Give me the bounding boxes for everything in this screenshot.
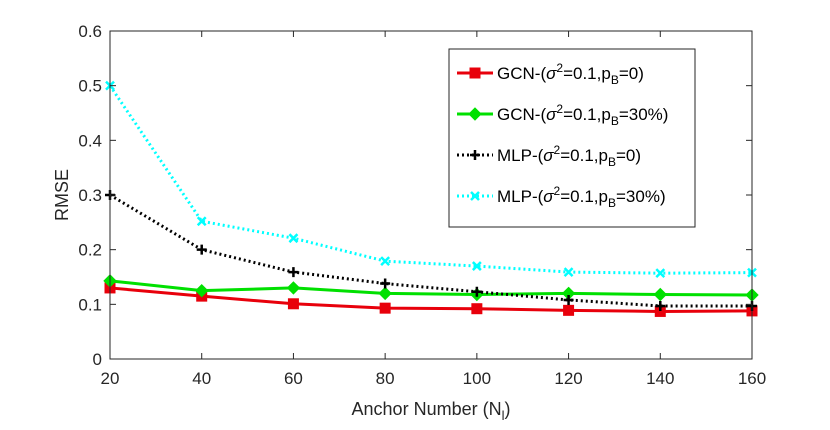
legend-label-mid: =0.1,p	[563, 105, 611, 124]
y-tick-label: 0.6	[78, 22, 102, 41]
x-tick-label: 80	[376, 369, 395, 388]
x-tick-label: 160	[738, 369, 766, 388]
legend-label-prefix: MLP-(	[497, 187, 544, 206]
legend-marker	[470, 191, 480, 201]
data-point-series-2	[378, 286, 392, 301]
data-point-series-2	[286, 281, 301, 295]
x-axis-label: Anchor Number (Nl)	[352, 399, 511, 423]
legend-label-sigma: σ	[546, 64, 557, 83]
series-line-4	[108, 84, 753, 275]
legend-label-end: =30%)	[616, 187, 666, 206]
data-point-series-4	[196, 216, 207, 227]
y-axis-label: RMSE	[52, 169, 72, 221]
legend-label: MLP-(σ2=0.1,pB=30%)	[497, 184, 666, 210]
series-line-2	[109, 279, 753, 297]
data-point-series-1	[563, 304, 575, 316]
x-tick-label: 140	[646, 369, 674, 388]
data-point-series-4	[563, 267, 574, 277]
legend-label-mid: =0.1,p	[563, 64, 611, 83]
data-point-series-4	[288, 233, 299, 244]
x-tick-label: 20	[101, 369, 120, 388]
x-tick-label: 100	[463, 369, 491, 388]
data-point-series-2	[653, 287, 667, 302]
legend-marker	[470, 150, 480, 160]
legend-label-sup: 2	[554, 143, 561, 157]
x-axis-label-main: Anchor Number (N	[352, 399, 502, 419]
data-point-series-3	[196, 244, 207, 255]
legend-label-mid: =0.1,p	[560, 146, 608, 165]
legend-label-sigma: σ	[543, 187, 554, 206]
legend-label: GCN-(σ2=0.1,pB=30%)	[497, 102, 668, 128]
series-line-1	[109, 286, 753, 313]
axes: 20 40 60 80 100 120 140 160 0 0.1 0.2 0.3 0.4 0.5 0.6 A…	[52, 22, 766, 423]
series-4	[105, 80, 757, 279]
x-axis-label-end: )	[504, 399, 510, 419]
y-tick-label: 0.4	[78, 131, 102, 150]
legend-label-sub: B	[611, 114, 619, 128]
legend-label: MLP-(σ2=0.1,pB=0)	[497, 143, 641, 169]
legend-entry: GCN-(σ2=0.1,pB=0)	[457, 61, 644, 87]
legend-label-sup: 2	[554, 184, 561, 198]
legend-label-prefix: GCN-(	[497, 64, 546, 83]
legend-entry: MLP-(σ2=0.1,pB=0)	[457, 143, 641, 169]
data-point-series-4	[380, 256, 391, 267]
data-point-series-3	[655, 300, 666, 311]
y-tick-label: 0	[93, 350, 102, 369]
legend-label-sub: B	[608, 155, 616, 169]
legend-label-sigma: σ	[543, 146, 554, 165]
x-tick-label: 40	[192, 369, 211, 388]
legend-label-sigma: σ	[546, 105, 557, 124]
legend-label-sub: B	[611, 73, 619, 87]
data-point-series-3	[563, 294, 574, 305]
legend-label-prefix: MLP-(	[497, 146, 544, 165]
x-tick-label: 120	[554, 369, 582, 388]
data-point-series-4	[471, 261, 482, 271]
data-point-series-3	[288, 267, 299, 278]
data-point-series-3	[380, 278, 391, 289]
legend: GCN-(σ2=0.1,pB=0)GCN-(σ2=0.1,pB=30%)MLP-…	[448, 48, 696, 228]
legend-label-sup: 2	[556, 61, 563, 75]
legend-label: GCN-(σ2=0.1,pB=0)	[497, 61, 644, 87]
legend-label-end: =0)	[619, 64, 644, 83]
data-point-series-3	[471, 286, 482, 297]
legend-label-end: =30%)	[619, 105, 669, 124]
legend-box	[448, 48, 696, 228]
x-axis-label-sub: l	[502, 408, 505, 423]
legend-label-sup: 2	[556, 102, 563, 116]
legend-label-mid: =0.1,p	[560, 187, 608, 206]
data-point-series-4	[655, 268, 666, 279]
y-tick-label: 0.1	[78, 295, 102, 314]
y-tick-label: 0.5	[78, 77, 102, 96]
legend-entry: MLP-(σ2=0.1,pB=30%)	[457, 184, 666, 210]
data-point-series-1	[471, 303, 483, 315]
y-tick-label: 0.3	[78, 186, 102, 205]
data-point-series-2	[195, 283, 209, 298]
data-point-series-1	[379, 302, 391, 314]
y-tick-label: 0.2	[78, 241, 102, 260]
legend-label-sub: B	[608, 196, 616, 210]
legend-marker	[468, 107, 482, 121]
legend-label-prefix: GCN-(	[497, 105, 546, 124]
legend-marker	[469, 67, 481, 79]
legend-entry: GCN-(σ2=0.1,pB=30%)	[457, 102, 668, 128]
legend-label-end: =0)	[616, 146, 641, 165]
data-point-series-1	[287, 298, 299, 310]
x-tick-label: 60	[284, 369, 303, 388]
